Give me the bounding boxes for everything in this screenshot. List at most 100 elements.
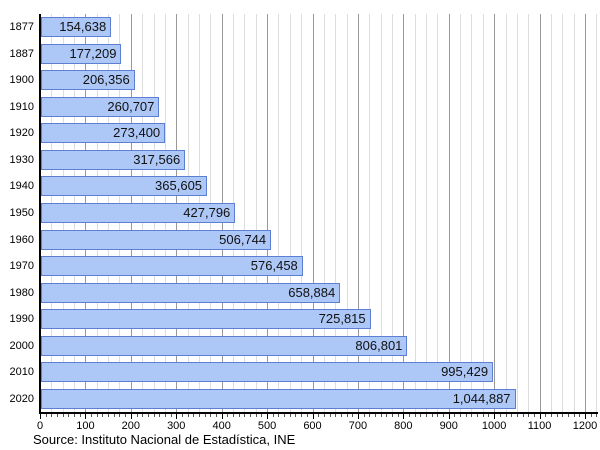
year-label: 1900 (9, 74, 34, 87)
minor-tick (369, 414, 371, 417)
x-axis-tick-label: 400 (212, 420, 231, 432)
minor-tick (567, 414, 569, 417)
value-label: 317,566 (133, 151, 181, 167)
minor-gridline (346, 14, 348, 412)
minor-tick (91, 414, 93, 417)
minor-tick (233, 414, 235, 417)
minor-tick (238, 414, 240, 417)
major-tick (494, 414, 496, 419)
value-label: 1,044,887 (452, 390, 511, 406)
major-tick (130, 414, 132, 419)
major-tick (585, 414, 586, 419)
value-label: 725,815 (318, 311, 366, 327)
minor-tick (198, 414, 200, 417)
minor-tick (556, 414, 558, 417)
minor-tick (374, 414, 376, 417)
bar (41, 17, 112, 38)
minor-gridline (323, 14, 325, 412)
year-label: 2020 (9, 392, 34, 405)
value-label: 273,400 (113, 125, 161, 141)
minor-gridline (528, 14, 530, 412)
minor-tick (147, 414, 149, 417)
minor-tick (409, 414, 410, 417)
minor-gridline (471, 14, 473, 412)
major-gridline (494, 14, 496, 412)
major-gridline (267, 14, 269, 412)
bar (41, 256, 303, 277)
value-label: 995,429 (441, 364, 489, 380)
minor-tick (181, 414, 183, 417)
minor-tick (289, 414, 291, 417)
minor-tick (142, 414, 144, 417)
minor-tick (170, 414, 172, 417)
x-axis-tick-label: 0 (36, 420, 44, 432)
major-tick (539, 414, 541, 419)
bar (41, 362, 494, 383)
value-label: 806,801 (355, 337, 403, 353)
minor-tick (329, 414, 331, 417)
minor-tick (550, 414, 552, 417)
minor-tick (460, 414, 462, 417)
minor-tick (153, 414, 155, 417)
major-gridline (312, 14, 314, 412)
minor-tick (51, 414, 53, 417)
major-gridline (539, 14, 541, 412)
minor-tick (454, 414, 456, 417)
minor-gridline (550, 14, 552, 412)
year-label: 1980 (9, 286, 34, 299)
year-label: 1990 (9, 313, 34, 326)
minor-tick (431, 414, 433, 417)
major-tick (448, 414, 450, 419)
minor-tick (57, 414, 59, 417)
minor-tick (204, 414, 206, 417)
minor-tick (426, 414, 428, 417)
minor-gridline (289, 14, 291, 412)
major-gridline (403, 14, 405, 412)
x-axis-tick-label: 800 (394, 420, 413, 432)
minor-tick (45, 414, 47, 417)
minor-tick (284, 414, 286, 417)
x-axis-tick-label: 300 (167, 420, 186, 432)
minor-tick (528, 414, 530, 417)
bar (41, 149, 186, 170)
minor-tick (159, 414, 161, 417)
value-label: 365,605 (155, 178, 203, 194)
minor-tick (96, 414, 98, 417)
year-label: 1877 (9, 21, 34, 34)
minor-tick (74, 414, 76, 417)
y-axis-line (39, 14, 41, 414)
minor-gridline (482, 14, 484, 412)
minor-tick (136, 414, 138, 417)
minor-gridline (562, 14, 564, 412)
major-gridline (357, 14, 359, 412)
minor-tick (306, 414, 308, 417)
minor-tick (573, 414, 575, 417)
minor-gridline (505, 14, 507, 412)
minor-tick (443, 414, 445, 417)
value-label: 506,744 (219, 231, 267, 247)
minor-tick (244, 414, 246, 417)
minor-tick (488, 414, 490, 417)
major-tick (312, 414, 314, 419)
minor-gridline (414, 14, 416, 412)
minor-tick (62, 414, 64, 417)
value-label: 576,458 (250, 258, 298, 274)
x-axis-tick-label: 200 (121, 420, 140, 432)
minor-tick (363, 414, 365, 417)
bar (41, 70, 135, 91)
minor-gridline (335, 14, 337, 412)
minor-tick (255, 414, 257, 417)
minor-tick (323, 414, 325, 417)
minor-tick (250, 414, 252, 417)
minor-tick (522, 414, 524, 417)
minor-tick (272, 414, 274, 417)
value-label: 177,209 (69, 45, 117, 61)
x-axis-tick-label: 1000 (481, 420, 507, 432)
minor-tick (346, 414, 348, 417)
minor-tick (414, 414, 416, 417)
minor-tick (420, 414, 422, 417)
major-tick (176, 414, 178, 419)
bar (41, 388, 516, 409)
minor-tick (68, 414, 70, 417)
major-tick (267, 414, 269, 419)
